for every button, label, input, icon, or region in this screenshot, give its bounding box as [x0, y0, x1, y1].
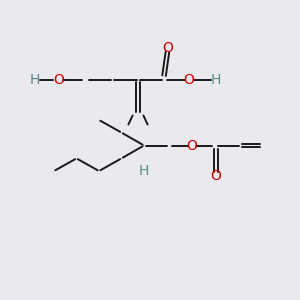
Text: O: O: [53, 73, 64, 86]
Text: O: O: [187, 139, 197, 152]
Text: H: H: [29, 73, 40, 86]
Text: H: H: [211, 73, 221, 86]
Text: O: O: [184, 73, 194, 86]
Text: O: O: [163, 41, 173, 55]
Text: H: H: [139, 164, 149, 178]
Text: O: O: [211, 169, 221, 182]
